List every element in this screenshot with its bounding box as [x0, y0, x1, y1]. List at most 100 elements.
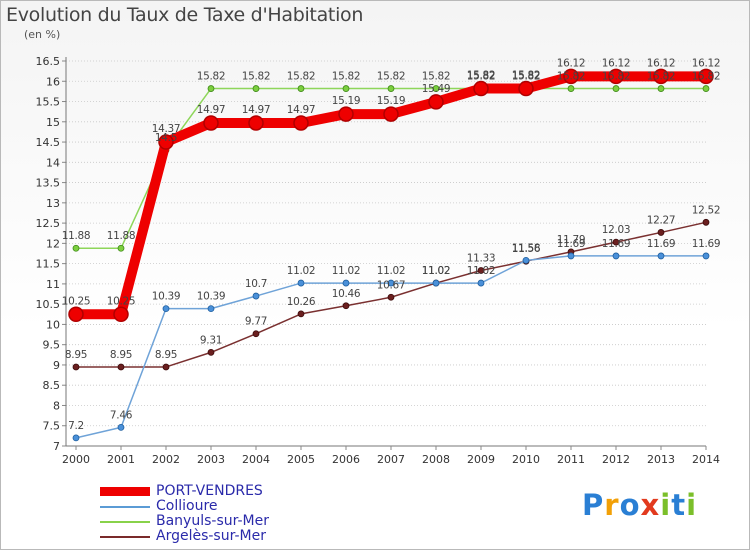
data-label: 15.19	[377, 95, 406, 107]
data-point	[158, 134, 174, 150]
x-tick-label: 2000	[62, 453, 90, 466]
y-tick-label: 14.5	[36, 136, 61, 149]
data-label: 16.12	[602, 57, 631, 69]
data-point	[113, 306, 129, 323]
x-tick-label: 2014	[692, 453, 720, 466]
y-tick-label: 16	[46, 75, 60, 88]
x-tick-label: 2005	[287, 453, 315, 466]
data-point	[518, 80, 534, 97]
data-label: 11.02	[467, 265, 496, 277]
data-point	[702, 85, 710, 92]
data-label: 10.39	[197, 291, 226, 303]
logo-letter: P	[582, 488, 605, 522]
data-point	[522, 256, 530, 264]
data-label: 15.49	[422, 83, 451, 95]
y-tick-label: 15	[46, 116, 60, 129]
data-point	[387, 293, 395, 301]
proxiti-logo: Proxiti	[582, 488, 697, 522]
data-label: 15.82	[377, 71, 406, 83]
data-point	[342, 279, 350, 287]
legend-swatch	[100, 521, 150, 523]
data-point	[698, 68, 714, 85]
data-point	[248, 115, 264, 131]
data-point	[117, 363, 125, 371]
data-point	[653, 68, 669, 85]
data-point	[342, 85, 350, 92]
data-label: 12.27	[647, 214, 676, 226]
x-tick-label: 2003	[197, 453, 225, 466]
data-label: 14.97	[242, 104, 271, 116]
data-label: 11.56	[512, 243, 541, 255]
data-label: 15.82	[512, 71, 541, 83]
data-label: 11.02	[332, 265, 361, 277]
x-tick-label: 2013	[647, 453, 675, 466]
data-label: 16.12	[692, 57, 721, 69]
data-label: 11.02	[422, 265, 451, 277]
data-label: 10.67	[377, 279, 406, 291]
data-point	[477, 279, 485, 287]
data-label: 10.39	[152, 291, 181, 303]
data-label: 8.95	[155, 349, 177, 361]
data-label: 16.12	[647, 57, 676, 69]
data-point	[203, 115, 219, 131]
data-label: 11.02	[422, 265, 451, 277]
y-tick-label: 8	[53, 399, 60, 412]
data-point	[567, 85, 575, 92]
x-tick-label: 2012	[602, 453, 630, 466]
chart-title: Evolution du Taux de Taxe d'Habitation	[6, 4, 364, 26]
logo-letter: t	[671, 488, 687, 522]
y-tick-label: 11.5	[36, 258, 61, 271]
data-point	[162, 363, 170, 371]
data-point	[608, 68, 624, 85]
data-point	[387, 85, 395, 92]
y-tick-label: 16.5	[36, 55, 61, 68]
data-point	[293, 115, 309, 131]
y-tick-label: 15.5	[36, 96, 61, 109]
data-label: 11.33	[467, 253, 496, 265]
y-tick-label: 8.5	[43, 379, 61, 392]
data-label: 9.77	[245, 316, 267, 328]
data-point	[432, 279, 440, 287]
legend-label: Banyuls-sur-Mer	[156, 513, 269, 529]
data-label: 11.88	[62, 230, 91, 242]
data-point	[72, 244, 80, 252]
legend-label: PORT-VENDRES	[156, 483, 263, 499]
x-tick-label: 2007	[377, 453, 405, 466]
data-label: 14.37	[152, 123, 181, 135]
data-point	[72, 434, 80, 442]
x-tick-label: 2001	[107, 453, 135, 466]
y-tick-label: 13	[46, 197, 60, 210]
data-label: 11.58	[512, 242, 541, 254]
data-point	[207, 348, 215, 356]
data-label: 11.79	[557, 234, 586, 246]
data-label: 10.7	[245, 278, 267, 290]
data-label: 15.82	[602, 71, 631, 83]
x-tick-label: 2011	[557, 453, 585, 466]
logo-letter: r	[604, 488, 620, 522]
y-tick-label: 9.5	[43, 339, 61, 352]
data-point	[68, 306, 84, 323]
data-label: 7.2	[68, 420, 84, 432]
x-tick-label: 2006	[332, 453, 360, 466]
data-point	[207, 85, 215, 92]
data-point	[252, 292, 260, 300]
data-point	[252, 85, 260, 92]
data-point	[297, 279, 305, 287]
logo-letter: i	[660, 488, 672, 522]
data-label: 15.82	[197, 71, 226, 83]
data-label: 15.82	[512, 70, 541, 82]
data-label: 8.95	[110, 349, 132, 361]
data-point	[702, 252, 710, 260]
y-tick-label: 12.5	[36, 217, 61, 230]
data-label: 7.46	[110, 409, 133, 421]
data-label: 11.69	[602, 238, 631, 250]
data-label: 15.82	[467, 70, 496, 82]
data-point	[207, 305, 215, 313]
data-label: 12.03	[602, 224, 631, 236]
data-point	[428, 94, 444, 110]
data-label: 14.5	[155, 132, 177, 144]
data-label: 15.82	[332, 71, 361, 83]
data-point	[612, 238, 620, 246]
logo-letter: o	[619, 488, 641, 522]
